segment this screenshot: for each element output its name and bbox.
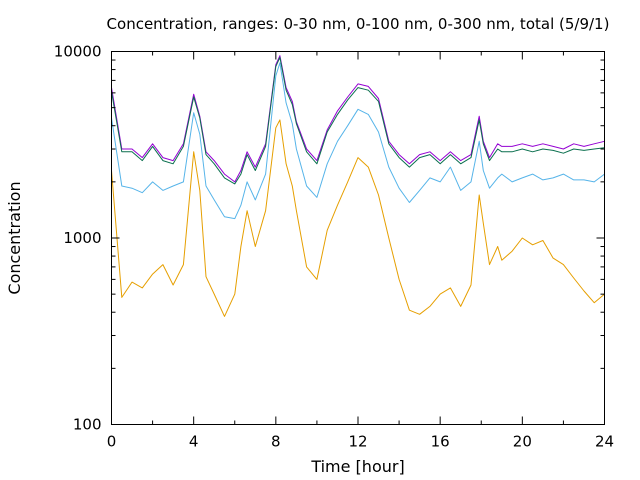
y-tick-label: 1000 [63,229,101,247]
series-line-1 [111,55,605,183]
x-tick-label: 20 [513,433,532,451]
chart-title: Concentration, ranges: 0-30 nm, 0-100 nm… [107,15,610,33]
x-tick-label: 12 [348,433,367,451]
y-tick-label: 10000 [54,43,102,61]
plot-area [111,55,605,317]
x-axis-label: Time [hour] [310,457,404,476]
x-axis: 0 4 8 12 16 20 24 [107,51,614,451]
x-tick-label: 0 [107,433,117,451]
series-line-2 [111,56,605,185]
x-tick-label: 16 [431,433,450,451]
x-tick-label: 4 [189,433,199,451]
y-axis-label: Concentration [5,181,24,294]
x-tick-label: 24 [595,433,614,451]
x-tick-label: 8 [271,433,281,451]
y-tick-label: 100 [73,416,102,434]
y-axis: 100 1000 10000 [54,43,605,434]
series-line-3 [111,62,605,220]
series-line-4 [111,119,605,317]
